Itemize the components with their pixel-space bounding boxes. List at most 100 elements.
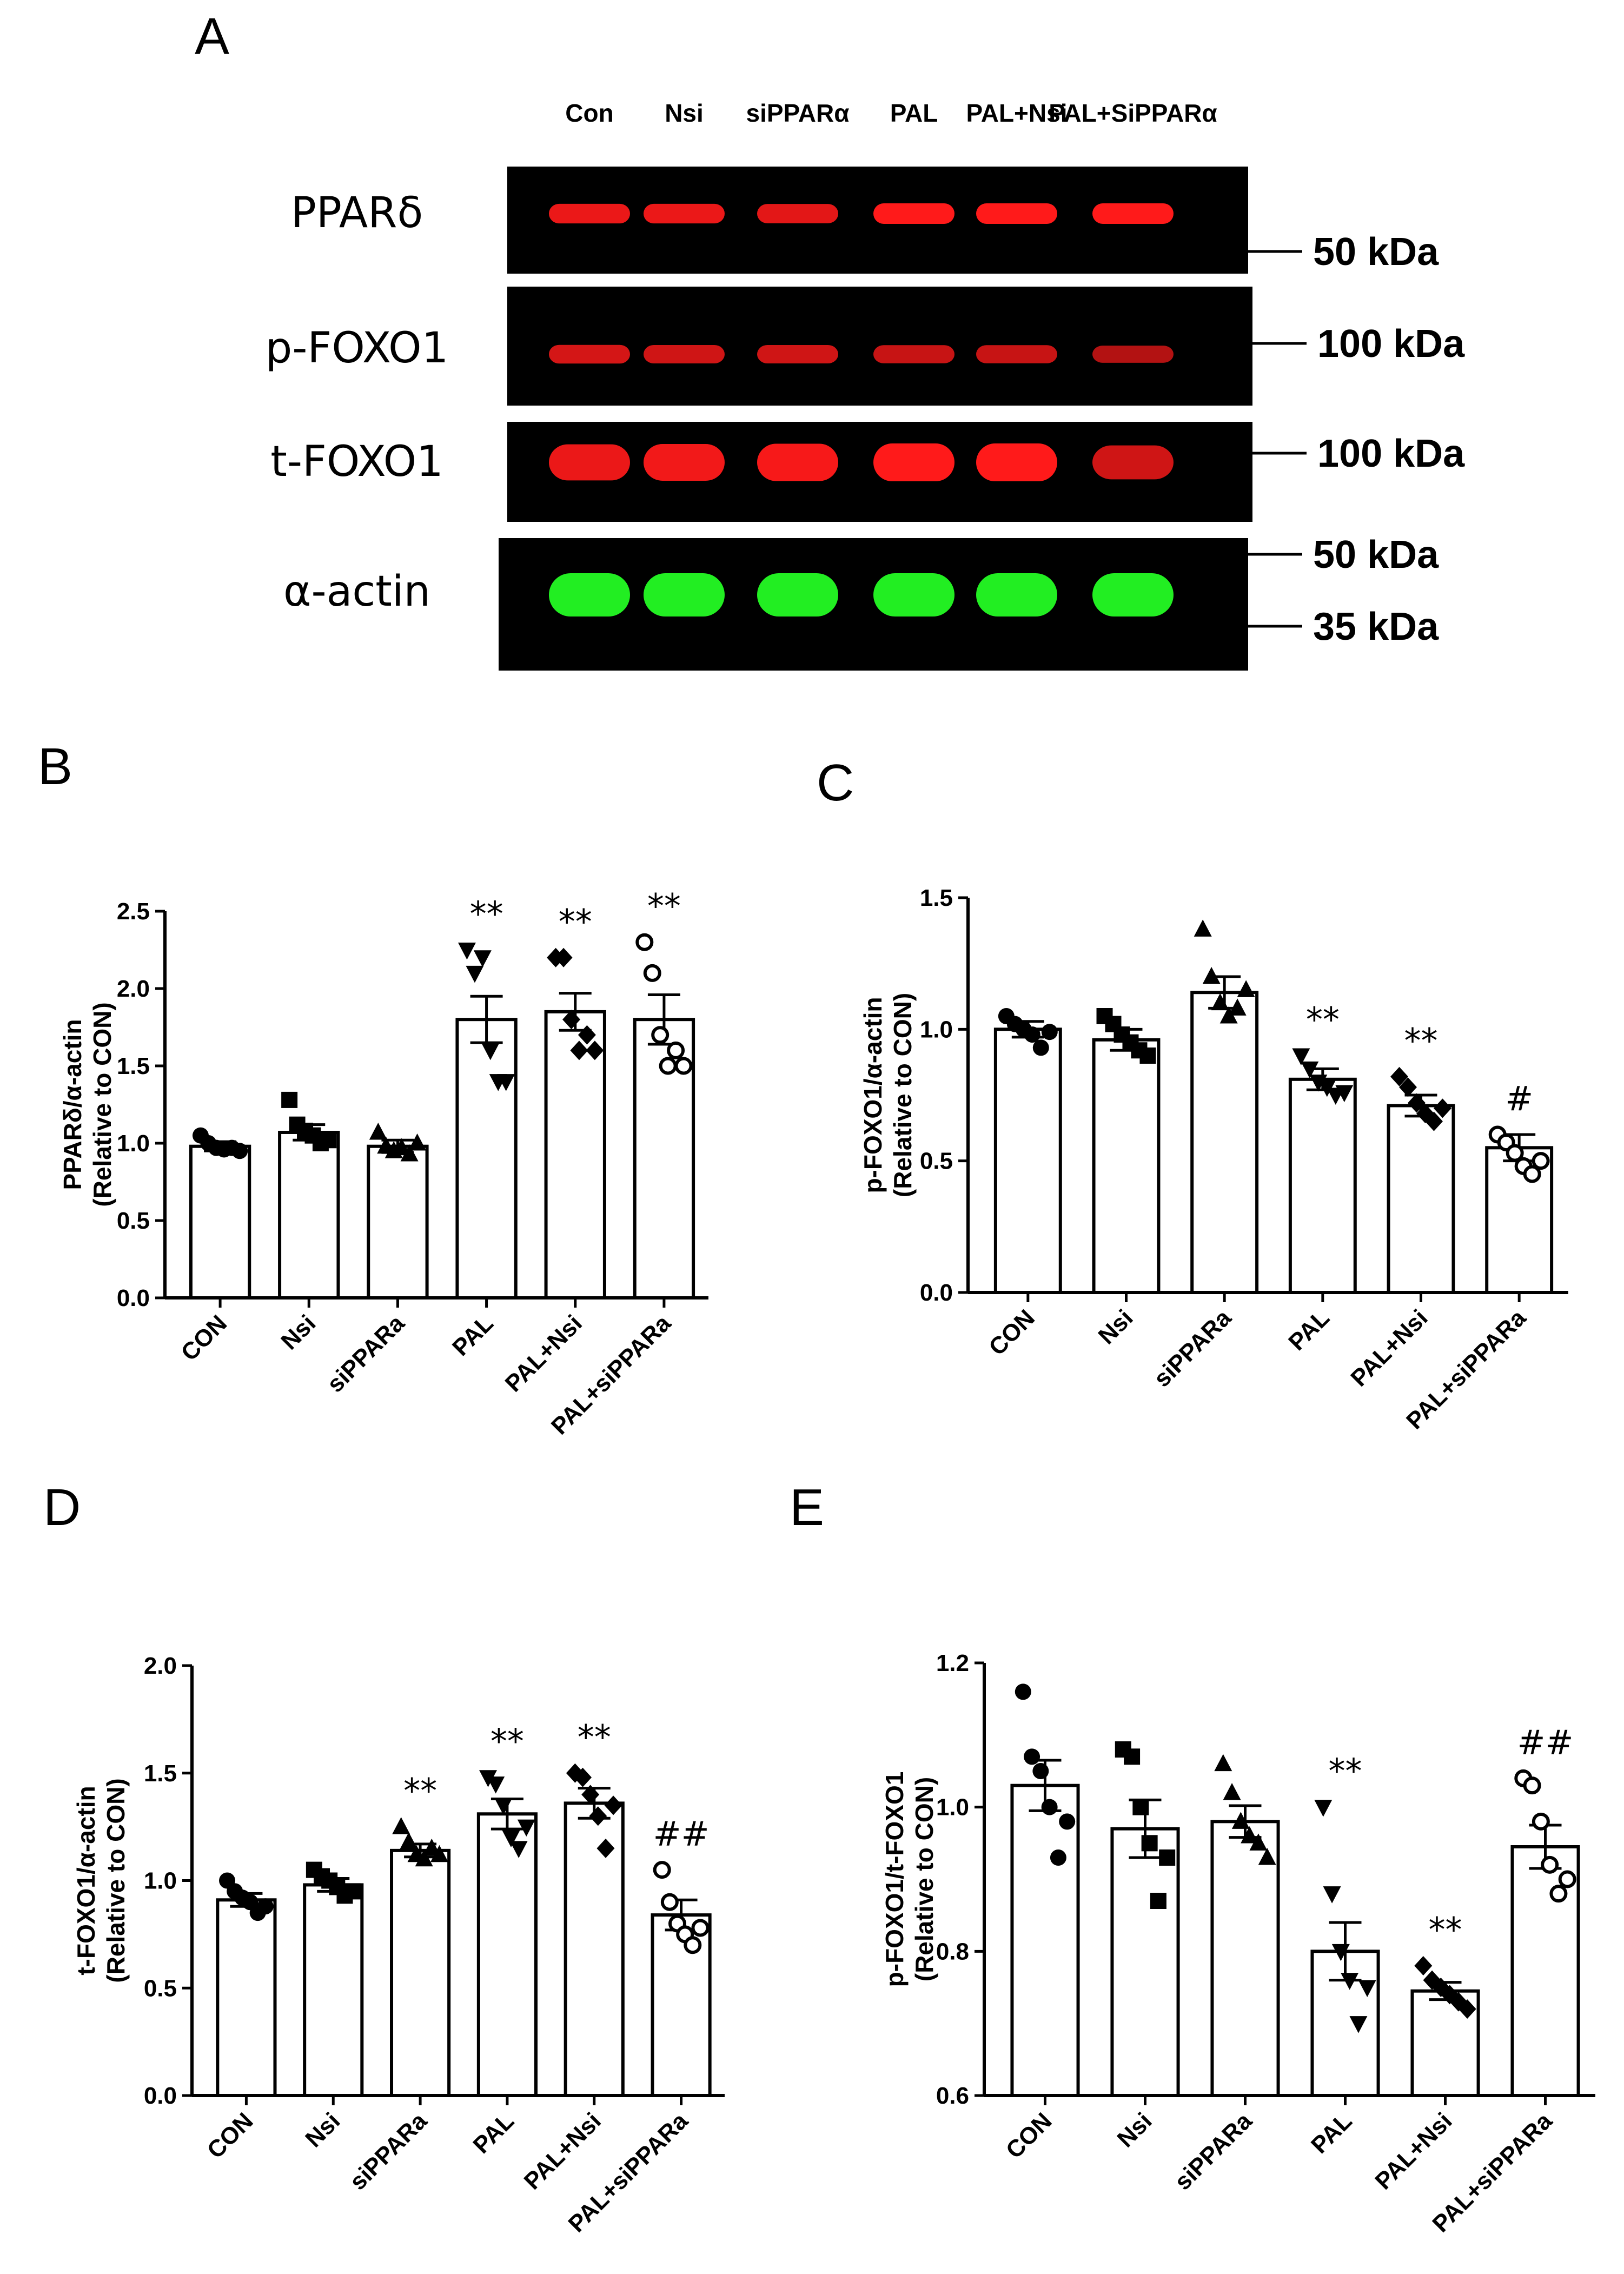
data-point <box>1219 1006 1238 1024</box>
data-point <box>1015 1683 1031 1700</box>
blot-label: t-FOXO1 <box>270 437 443 486</box>
lane-label: Con <box>565 99 613 127</box>
data-point <box>1228 998 1247 1016</box>
bar <box>1010 1784 1080 2098</box>
data-point <box>674 1057 693 1075</box>
data-point <box>517 1819 535 1837</box>
data-point <box>1249 1833 1268 1851</box>
data-point <box>1237 980 1255 997</box>
data-point <box>400 1832 418 1849</box>
y-tick-label: 0.5 <box>144 1975 177 2001</box>
data-point <box>1390 1066 1409 1086</box>
panel-letter: C <box>817 754 854 812</box>
data-point <box>1358 1980 1376 1997</box>
lane-label: PAL+Nsi <box>966 99 1067 127</box>
data-point <box>344 1883 361 1900</box>
y-tick-label: 0.6 <box>936 2083 969 2109</box>
data-point <box>1258 1848 1276 1865</box>
y-tick-label: 0.0 <box>144 2083 177 2109</box>
blot-band <box>873 203 954 224</box>
significance-marker: ** <box>1404 1021 1438 1060</box>
bar <box>476 1812 538 2097</box>
chart-panel-b: B 0.0 0.5 1.0 1.5 2.0 2.5 PPARδ/α-actin (Relativ… <box>38 738 708 1440</box>
y-tick-label: 2.0 <box>144 1653 177 1679</box>
y-tick-label: 1.5 <box>920 885 953 911</box>
y-axis-label: PPARδ/α-actin <box>58 1019 87 1190</box>
data-point <box>651 1026 670 1044</box>
data-point <box>1549 1885 1568 1903</box>
x-tick-label: siPPARa <box>1170 2107 1257 2195</box>
marker-label: 50 kDa <box>1313 533 1439 576</box>
blot-band <box>549 444 630 481</box>
blot-band <box>549 573 630 616</box>
chart-panel-d: D 0.0 0.5 1.0 1.5 2.0 t-FOXO1/α-actin (Relative… <box>43 1479 725 2238</box>
x-tick-label: PAL <box>447 1310 499 1361</box>
x-tick-label: CON <box>202 2107 258 2164</box>
y-tick-label: 1.5 <box>117 1053 150 1079</box>
y-tick-label: 1.0 <box>920 1016 953 1043</box>
significance-marker: ** <box>490 1722 524 1761</box>
chart-panel-c: C 0.0 0.5 1.0 1.5 p-FOXO1/α-actin (Relative to… <box>817 754 1568 1435</box>
blot-band <box>549 203 630 224</box>
data-point <box>487 1776 505 1794</box>
data-point <box>400 1144 419 1162</box>
data-point <box>1301 1061 1319 1079</box>
data-point <box>1223 1783 1241 1800</box>
data-point <box>494 1798 513 1815</box>
significance-marker: ** <box>470 894 503 934</box>
data-point <box>635 933 654 951</box>
x-tick-label: PAL <box>1283 1304 1335 1356</box>
data-point <box>1241 1826 1259 1844</box>
data-point <box>1523 1776 1541 1795</box>
blot-band <box>1092 445 1174 480</box>
y-axis-label: p-FOXO1/t-FOXO1 <box>880 1772 909 1987</box>
blot-band <box>976 573 1057 616</box>
blot-band <box>757 344 838 364</box>
significance-marker: # <box>1505 1079 1533 1118</box>
blot-band <box>644 344 725 364</box>
bar <box>564 1801 625 2097</box>
data-point <box>1318 1079 1336 1097</box>
data-point <box>1331 1944 1350 1961</box>
y-tick-label: 0.5 <box>117 1208 150 1234</box>
x-tick-label: CON <box>984 1304 1040 1361</box>
y-tick-label: 1.2 <box>936 1650 969 1676</box>
x-tick-label: PAL <box>1306 2107 1357 2159</box>
data-point <box>1532 1812 1550 1831</box>
chart-panel-e: E 0.6 0.8 1.0 1.2 p-FOXO1/t-FOXO1 (Relative to… <box>790 1479 1595 2238</box>
data-point <box>466 965 484 983</box>
data-point <box>691 1919 710 1937</box>
blot-band <box>1092 346 1174 363</box>
bar <box>390 1848 451 2098</box>
data-point <box>1309 1075 1328 1092</box>
data-point <box>1132 1799 1149 1815</box>
bar <box>1110 1827 1180 2098</box>
data-point <box>509 1841 528 1858</box>
data-point <box>586 1040 604 1060</box>
y-axis-label: (Relative to CON) <box>102 1778 130 1983</box>
bar <box>216 1898 277 2097</box>
data-point <box>1541 1855 1559 1874</box>
data-point <box>684 1936 702 1954</box>
data-point <box>1032 1039 1049 1056</box>
bar <box>303 1883 364 2097</box>
data-point <box>1506 1144 1524 1162</box>
marker-label: 100 kDa <box>1317 432 1465 475</box>
significance-marker: ** <box>578 1718 611 1757</box>
bar <box>993 1027 1062 1295</box>
x-tick-label: CON <box>176 1310 232 1366</box>
data-point <box>1050 1849 1066 1866</box>
x-tick-label: PAL <box>468 2107 519 2159</box>
data-point <box>1124 1748 1141 1765</box>
marker-label: 35 kDa <box>1313 605 1439 648</box>
bar <box>455 1018 518 1300</box>
blot-band <box>873 443 954 481</box>
data-point <box>502 1830 520 1847</box>
bar <box>1288 1077 1357 1295</box>
blot-band <box>1092 203 1174 224</box>
data-point <box>659 1057 677 1075</box>
data-point <box>257 1898 274 1915</box>
data-point <box>1159 1849 1176 1866</box>
